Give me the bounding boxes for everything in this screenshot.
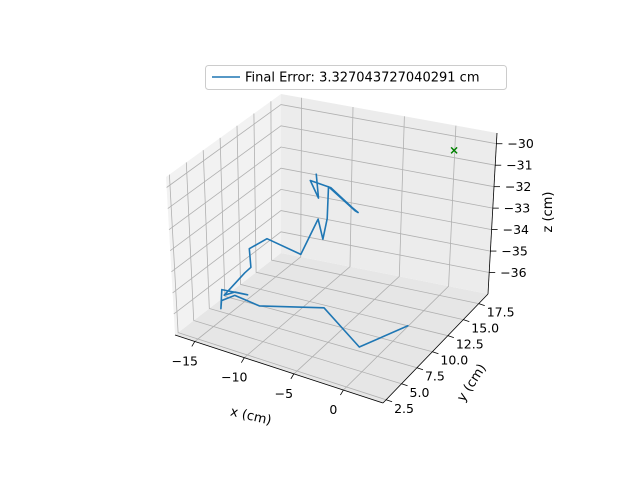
back-pane — [281, 94, 497, 294]
y-tick-mark — [416, 367, 424, 371]
y-tick-mark — [447, 335, 454, 339]
legend-entry: Final Error: 3.327043727040291 cm — [245, 71, 479, 86]
x-tick-mark — [340, 389, 344, 396]
y-tick-mark — [478, 303, 485, 306]
x-tick-mark — [191, 341, 196, 347]
x-tick-mark — [240, 357, 245, 363]
trajectory-line — [220, 173, 409, 348]
x-axis-line — [174, 334, 384, 404]
data-series — [220, 146, 458, 348]
x-axis-ticks: −15 −10 −5 0 — [172, 341, 344, 417]
y-tick-mark — [463, 319, 470, 323]
x-tick-label: −15 — [172, 353, 198, 368]
legend-frame — [205, 65, 507, 90]
y-tick-label: 2.5 — [394, 401, 414, 416]
y-tick-mark — [401, 383, 408, 387]
z-tick-label: −30 — [507, 136, 533, 151]
z-gridline — [173, 231, 490, 315]
x-tick-label: 0 — [329, 402, 337, 417]
z-tick-label: −34 — [503, 222, 529, 237]
z-tick-label: −32 — [505, 179, 531, 194]
y-axis-ticks: 2.55.07.510.012.515.017.5 — [385, 303, 515, 416]
y-tick-label: 17.5 — [487, 305, 515, 320]
y-tick-mark — [385, 399, 393, 403]
y-tick-label: 10.0 — [440, 353, 468, 368]
left-pane — [166, 94, 281, 335]
z-gridline — [166, 104, 497, 188]
x-tick-label: −10 — [221, 370, 247, 385]
z-gridline — [168, 146, 495, 231]
z-gridline — [169, 167, 493, 252]
z-axis-line — [487, 132, 498, 295]
y-tick-label: 5.0 — [410, 385, 430, 400]
y-axis-label: y (cm) — [454, 361, 489, 404]
y-tick-label: 7.5 — [425, 369, 445, 384]
z-gridline — [172, 210, 491, 294]
gridlines — [166, 97, 497, 401]
axes-3d: −15−10−50 2.55.07.510.012.515.017.5 −30−… — [166, 94, 556, 429]
target-marker — [450, 146, 458, 154]
y-tick-label: 12.5 — [456, 337, 484, 352]
z-gridline — [171, 188, 492, 273]
target-marker-stroke — [450, 146, 458, 154]
legend: Final Error: 3.327043727040291 cm — [205, 65, 507, 90]
z-axis-label: z (cm) — [541, 192, 556, 233]
x-axis-label: x (cm) — [229, 405, 273, 429]
axis-lines — [174, 132, 498, 404]
y-axis-line — [382, 293, 489, 404]
z-gridline — [167, 125, 496, 209]
z-axis-ticks: −30 −31 −32 −33 −34 −35 −36 — [489, 136, 534, 280]
z-tick-label: −31 — [506, 158, 532, 173]
y-tick-label: 15.0 — [471, 321, 499, 336]
z-tick-label: −35 — [501, 244, 527, 259]
x-tick-mark — [290, 373, 295, 380]
x-tick-label: −5 — [275, 386, 293, 401]
z-tick-label: −36 — [500, 265, 526, 280]
y-tick-mark — [432, 351, 439, 355]
z-tick-label: −33 — [504, 201, 530, 216]
